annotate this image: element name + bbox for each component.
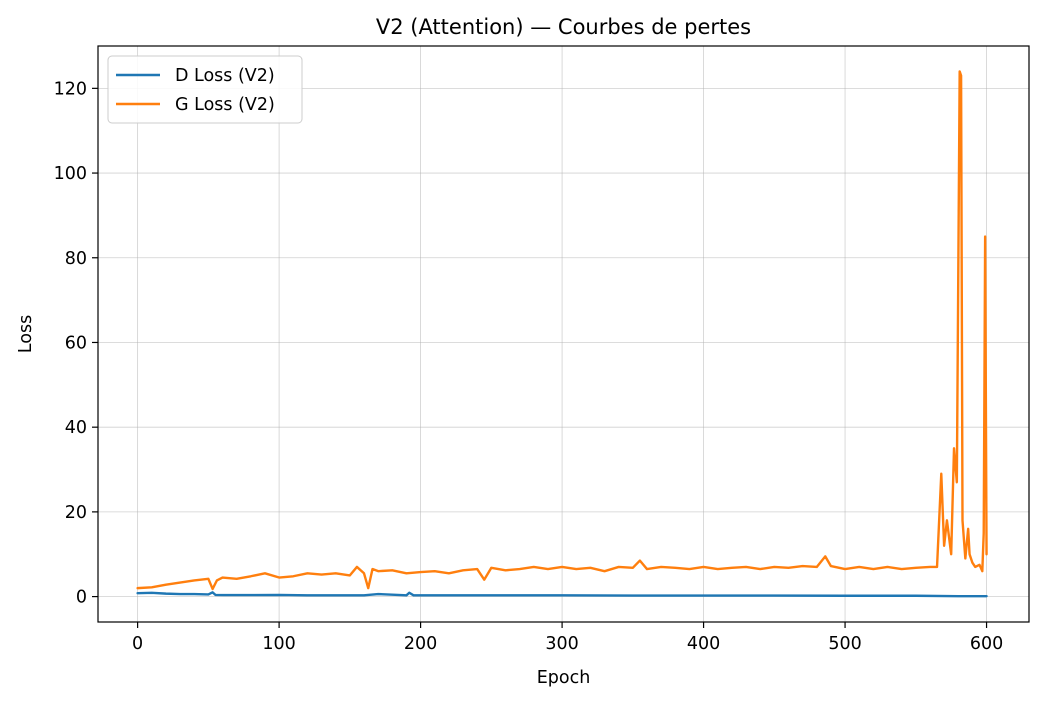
legend-label-d-loss: D Loss (V2) xyxy=(175,66,275,86)
x-tick-label: 200 xyxy=(404,634,437,654)
x-tick-label: 300 xyxy=(545,634,578,654)
plot-frame xyxy=(97,45,1030,623)
legend: D Loss (V2) G Loss (V2) xyxy=(107,55,303,124)
series-lines xyxy=(136,70,988,598)
x-tick-label: 600 xyxy=(970,634,1003,654)
x-tick-label: 0 xyxy=(132,634,143,654)
chart-title: V2 (Attention) — Courbes de pertes xyxy=(376,15,751,39)
legend-box xyxy=(107,55,303,124)
legend-label-g-loss: G Loss (V2) xyxy=(175,95,275,115)
y-tick-label: 40 xyxy=(65,418,87,438)
x-tick-label: 400 xyxy=(687,634,720,654)
y-tick-label: 120 xyxy=(54,79,87,99)
series-line-g-loss-v2 xyxy=(136,70,988,591)
axis-ticks: 0 100 200 300 400 500 600 0 20 40 60 80 100 120 xyxy=(54,79,1004,654)
y-axis-title: Loss xyxy=(16,315,36,353)
x-tick-label: 100 xyxy=(262,634,295,654)
x-tick-label: 500 xyxy=(828,634,861,654)
y-tick-label: 60 xyxy=(65,333,87,353)
y-tick-label: 20 xyxy=(65,503,87,523)
y-tick-label: 0 xyxy=(76,588,87,608)
y-tick-label: 80 xyxy=(65,249,87,269)
y-tick-label: 100 xyxy=(54,164,87,184)
grid-lines xyxy=(98,46,1029,622)
series-line-d-loss-v2 xyxy=(136,591,988,598)
x-axis-title: Epoch xyxy=(537,668,591,688)
